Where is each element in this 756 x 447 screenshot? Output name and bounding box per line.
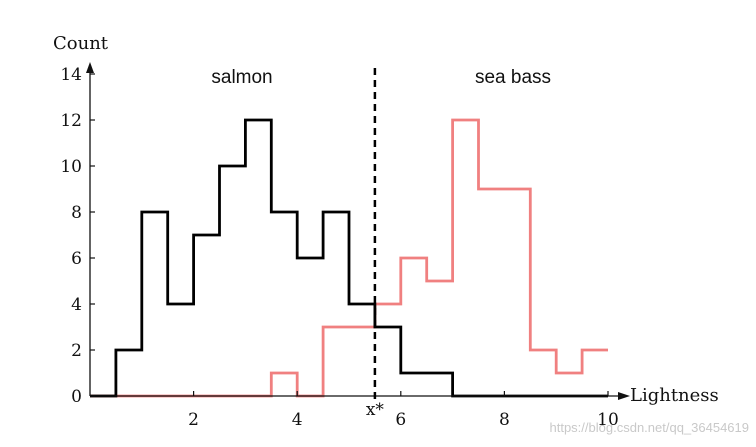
x-tick-label: 2 bbox=[188, 410, 199, 430]
tick-layer: 0 2 4 6 8 10 12 14 2 4 6 8 10 bbox=[60, 65, 618, 430]
x-tick-label: 6 bbox=[395, 410, 406, 430]
x-tick-label: 4 bbox=[292, 410, 303, 430]
x-tick-label: 10 bbox=[597, 410, 619, 430]
y-tick-label: 4 bbox=[71, 295, 82, 315]
y-axis-title: Count bbox=[53, 33, 109, 54]
watermark-text: https://blog.csdn.net/qq_36454619 bbox=[550, 420, 750, 435]
threshold-label: x* bbox=[366, 400, 385, 420]
x-tick-label: 8 bbox=[499, 410, 510, 430]
y-axis-arrowhead bbox=[86, 62, 94, 73]
y-tick-label: 8 bbox=[71, 203, 82, 223]
y-tick-label: 6 bbox=[71, 249, 82, 269]
x-axis-title: Lightness bbox=[630, 385, 719, 406]
x-axis-arrowhead bbox=[618, 392, 630, 400]
series-label-salmon: salmon bbox=[211, 67, 272, 88]
series-label-sea-bass: sea bass bbox=[475, 67, 551, 88]
y-tick-label: 14 bbox=[60, 65, 82, 85]
y-tick-label: 2 bbox=[71, 341, 82, 361]
y-tick-label: 10 bbox=[60, 157, 82, 177]
y-tick-label: 12 bbox=[60, 111, 82, 131]
y-tick-label: 0 bbox=[71, 387, 82, 407]
plot-layer bbox=[90, 118, 608, 398]
